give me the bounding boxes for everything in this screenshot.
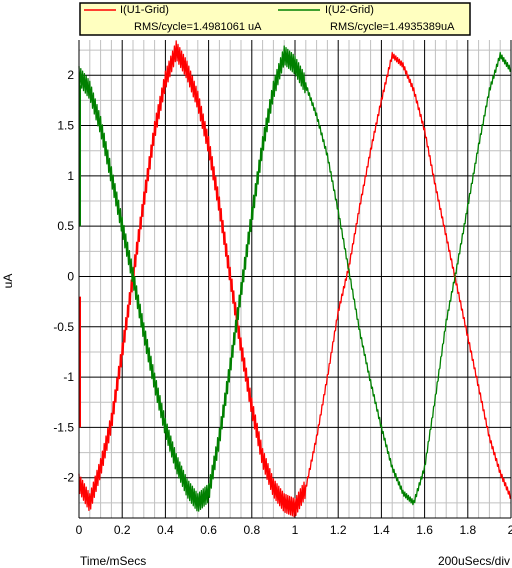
axes — [78, 40, 512, 519]
y-tick-label: 2 — [67, 68, 74, 82]
y-tick-label: 1.5 — [57, 119, 74, 133]
grid — [78, 40, 512, 518]
x-tick-label: 1.6 — [416, 523, 433, 537]
x-tick-label: 1 — [292, 523, 299, 537]
y-axis-label: uA — [1, 274, 15, 289]
y-tick-label: 0 — [67, 269, 74, 283]
x-tick-label: 2 — [508, 523, 512, 537]
legend-stat-u2: RMS/cycle=1.4935389uA — [330, 21, 455, 33]
legend-label-u2: I(U2-Grid) — [325, 4, 374, 16]
legend-box — [79, 2, 471, 36]
y-tick-label: 1 — [67, 169, 74, 183]
legend-stat-u1: RMS/cycle=1.4981061 uA — [134, 21, 262, 33]
tick-labels: 0 0.2 0.4 0.6 0.8 1 1.2 1.4 1.6 1.8 2 2 1.5 1 0.5 0 -0.5… — [53, 68, 512, 537]
x-tick-label: 0.2 — [114, 523, 131, 537]
x-tick-label: 1.4 — [373, 523, 390, 537]
series-layer — [78, 40, 512, 518]
x-tick-label: 0.6 — [200, 523, 217, 537]
x-axis-label: Time/mSecs — [80, 554, 146, 568]
y-tick-label: -1.5 — [53, 420, 74, 434]
series-line-u2 — [78, 45, 512, 512]
legend-label-u1: I(U1-Grid) — [120, 4, 169, 16]
legend: I(U1-Grid) RMS/cycle=1.4981061 uA I(U2-G… — [79, 2, 471, 36]
y-tick-label: -2 — [63, 471, 74, 485]
x-tick-label: 0.4 — [157, 523, 174, 537]
series-line-u1 — [78, 40, 512, 518]
y-tick-label: -1 — [63, 370, 74, 384]
x-tick-label: 1.2 — [330, 523, 347, 537]
x-tick-label: 0 — [76, 523, 83, 537]
x-tick-label: 1.8 — [459, 523, 476, 537]
y-tick-label: 0.5 — [57, 219, 74, 233]
y-tick-label: -0.5 — [53, 320, 74, 334]
x-scale-note: 200uSecs/div — [438, 554, 510, 568]
x-tick-label: 0.8 — [243, 523, 260, 537]
